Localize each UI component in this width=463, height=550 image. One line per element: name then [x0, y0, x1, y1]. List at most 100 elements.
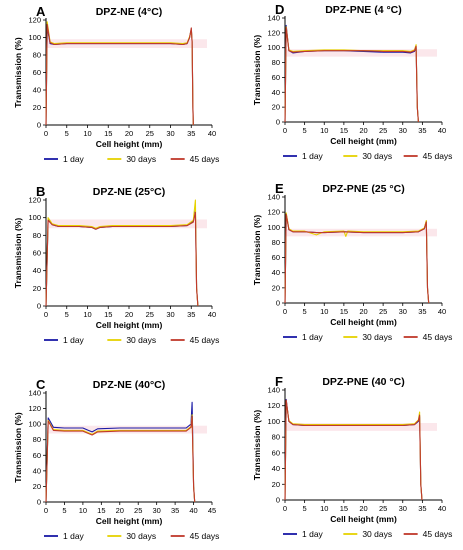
- x-tick-label: 35: [418, 307, 426, 316]
- series-line-1-day: [284, 213, 430, 304]
- chart-panel-b: 0 20 40 60 80 100 120 0 5 10 15 20 25 30 35 40 DPZ-NE (2…: [13, 184, 219, 345]
- x-tick-label: 5: [303, 307, 307, 316]
- legend-label: 45 days: [423, 151, 453, 161]
- y-tick-label: 120: [267, 28, 280, 37]
- x-axis-label: Cell height (mm): [330, 317, 397, 327]
- x-tick-label: 30: [399, 307, 407, 316]
- x-tick-label: 25: [146, 129, 154, 138]
- x-tick-label: 10: [83, 310, 91, 319]
- x-tick-label: 35: [418, 126, 426, 135]
- series-line-45-days: [284, 399, 423, 501]
- x-tick-label: 30: [166, 310, 174, 319]
- legend-label: 1 day: [63, 154, 85, 164]
- y-tick-label: 40: [272, 268, 280, 277]
- x-tick-label: 25: [379, 504, 387, 513]
- chart-title: DPZ-NE (4°C): [96, 6, 163, 18]
- legend-label: 1 day: [302, 529, 324, 539]
- series-line-1-day: [45, 401, 196, 503]
- legend-label: 30 days: [362, 332, 392, 342]
- y-tick-label: 60: [272, 448, 280, 457]
- x-tick-label: 25: [379, 307, 387, 316]
- legend-label: 45 days: [190, 531, 220, 541]
- x-tick-label: 15: [97, 506, 105, 515]
- x-tick-label: 20: [116, 506, 124, 515]
- y-tick-label: 100: [267, 43, 280, 52]
- y-tick-label: 140: [267, 386, 280, 395]
- chart-title: DPZ-PNE (40 °C): [322, 376, 404, 388]
- x-tick-label: 15: [340, 504, 348, 513]
- y-tick-label: 80: [33, 231, 41, 240]
- legend-label: 1 day: [302, 332, 324, 342]
- x-tick-label: 20: [359, 504, 367, 513]
- x-tick-label: 5: [303, 504, 307, 513]
- chart-title: DPZ-PNE (4 °C): [325, 4, 402, 16]
- x-axis-label: Cell height (mm): [96, 139, 163, 149]
- series-line-30-days: [45, 199, 199, 307]
- x-axis-label: Cell height (mm): [96, 320, 163, 330]
- error-band: [47, 219, 207, 229]
- x-tick-label: 10: [320, 307, 328, 316]
- x-axis-label: Cell height (mm): [96, 516, 163, 526]
- x-tick-label: 0: [283, 504, 287, 513]
- y-tick-label: 20: [272, 283, 280, 292]
- y-tick-label: 80: [272, 238, 280, 247]
- error-band: [47, 425, 207, 434]
- y-tick-label: 140: [267, 14, 280, 23]
- y-tick-label: 120: [28, 16, 41, 25]
- x-tick-label: 25: [134, 506, 142, 515]
- x-tick-label: 20: [359, 126, 367, 135]
- x-tick-label: 10: [79, 506, 87, 515]
- y-tick-label: 20: [272, 480, 280, 489]
- y-tick-label: 20: [33, 103, 41, 112]
- panel-label: F: [275, 374, 283, 389]
- x-tick-label: 5: [65, 310, 69, 319]
- y-tick-label: 0: [276, 299, 280, 308]
- y-tick-label: 20: [272, 103, 280, 112]
- y-tick-label: 100: [28, 213, 41, 222]
- chart-panel-a: 0 20 40 60 80 100 120 0 5 10 15 20 25 30 35 40 DPZ-NE (4…: [13, 4, 219, 164]
- y-tick-label: 40: [33, 86, 41, 95]
- y-tick-label: 80: [33, 435, 41, 444]
- y-tick-label: 20: [33, 482, 41, 491]
- y-axis-label: Transmission (%): [13, 412, 23, 483]
- chart-title: DPZ-NE (25°C): [93, 186, 165, 198]
- y-axis-label: Transmission (%): [13, 37, 23, 108]
- y-axis-label: Transmission (%): [13, 218, 23, 289]
- chart-title: DPZ-NE (40°C): [93, 379, 165, 391]
- y-tick-label: 80: [272, 433, 280, 442]
- series-line-45-days: [284, 213, 430, 304]
- y-tick-label: 100: [28, 33, 41, 42]
- y-tick-label: 60: [272, 73, 280, 82]
- series-line-45-days: [45, 415, 196, 503]
- x-tick-label: 35: [171, 506, 179, 515]
- y-tick-label: 100: [28, 420, 41, 429]
- series-line-1-day: [284, 398, 423, 501]
- chart-panel-d: 0 20 40 60 80 100 120 140 0 5 10 15 20 25 30 35 40 DPZ-PN…: [252, 2, 452, 161]
- y-tick-label: 0: [37, 121, 41, 130]
- x-tick-label: 25: [379, 126, 387, 135]
- x-tick-label: 30: [166, 129, 174, 138]
- x-tick-label: 35: [418, 504, 426, 513]
- legend-label: 45 days: [423, 529, 453, 539]
- y-tick-label: 120: [267, 401, 280, 410]
- y-tick-label: 140: [267, 193, 280, 202]
- panel-label: A: [36, 4, 46, 19]
- legend-label: 30 days: [126, 154, 156, 164]
- series-line-45-days: [45, 211, 199, 307]
- series-line-45-days: [284, 27, 419, 123]
- series-line-30-days: [284, 212, 430, 304]
- x-tick-label: 20: [359, 307, 367, 316]
- y-tick-label: 120: [28, 196, 41, 205]
- y-tick-label: 60: [33, 68, 41, 77]
- x-tick-label: 10: [83, 129, 91, 138]
- y-tick-label: 40: [33, 266, 41, 275]
- x-tick-label: 0: [283, 126, 287, 135]
- legend-label: 30 days: [126, 335, 156, 345]
- x-tick-label: 40: [438, 126, 446, 135]
- series-line-30-days: [284, 26, 419, 123]
- y-tick-label: 0: [37, 498, 41, 507]
- x-tick-label: 10: [320, 504, 328, 513]
- y-tick-label: 120: [267, 208, 280, 217]
- y-tick-label: 80: [33, 51, 41, 60]
- x-tick-label: 15: [340, 307, 348, 316]
